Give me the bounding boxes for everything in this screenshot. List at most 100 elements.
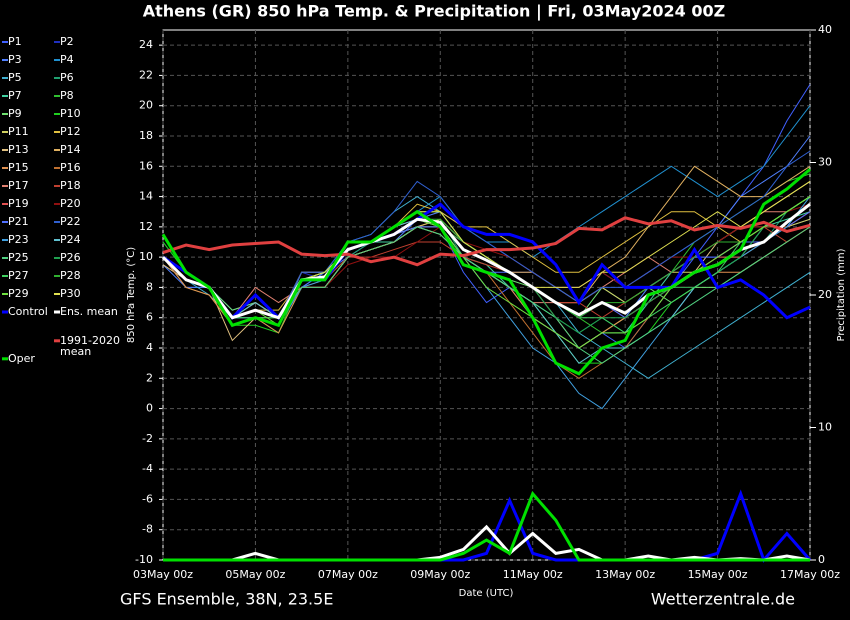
legend-item: P7	[8, 90, 22, 102]
legend-item: P8	[60, 90, 74, 101]
x-axis-label: Date (UTC)	[459, 588, 514, 599]
legend-label: P13	[8, 144, 29, 156]
x-tick-label: 03May 00z	[133, 568, 193, 581]
legend-item: P27	[8, 270, 29, 282]
temp-line	[162, 211, 811, 379]
legend-label: P26	[60, 252, 81, 264]
legend-label: P15	[8, 162, 29, 174]
y-tick-label: 24	[139, 38, 153, 51]
legend-label: 1991-2020 mean	[60, 334, 120, 358]
chart-title: Athens (GR) 850 hPa Temp. & Precipitatio…	[143, 2, 726, 22]
legend-item: P14	[60, 144, 81, 156]
legend-label: P9	[8, 108, 22, 120]
legend-item: P12	[60, 126, 81, 138]
legend-label: P1	[8, 36, 22, 48]
y-tick-label: -8	[142, 523, 153, 536]
legend-item: Ens. mean	[60, 306, 118, 318]
y-tick-label: 10	[139, 250, 153, 263]
legend-item: P24	[60, 234, 81, 245]
y2-tick-label: 30	[818, 156, 832, 169]
legend-label: Oper	[8, 352, 35, 365]
legend-label: Ens. mean	[60, 306, 118, 318]
legend-label: P20	[60, 198, 81, 210]
y-tick-label: 20	[139, 99, 153, 112]
legend-item: P26	[60, 252, 81, 264]
legend-item: P15	[8, 162, 29, 174]
legend-item: P25	[8, 252, 29, 263]
legend-label: P16	[60, 162, 81, 174]
legend-item: P9	[8, 108, 22, 120]
precip-line	[163, 524, 811, 562]
x-tick-label: 05May 00z	[225, 568, 285, 581]
legend-item: Oper	[8, 352, 35, 365]
legend-label: P27	[8, 270, 29, 282]
temp-line	[162, 105, 811, 319]
x-tick-label: 17May 00z	[780, 568, 840, 581]
temp-line	[162, 216, 811, 267]
legend-item: P18	[60, 180, 81, 192]
legend-item: P10	[60, 108, 81, 120]
y-tick-label: 18	[139, 129, 153, 142]
legend-item: P6	[60, 72, 74, 83]
y2-tick-label: 20	[818, 288, 832, 301]
legend-item: P13	[8, 144, 29, 156]
temp-line	[162, 196, 811, 349]
temp-line	[162, 173, 811, 334]
legend-item: P28	[60, 270, 81, 281]
y2-tick-label: 40	[818, 23, 832, 36]
y-tick-label: 4	[146, 341, 153, 354]
temp-line	[162, 135, 811, 326]
legend-item: P19	[8, 198, 29, 210]
legend-label: P17	[8, 180, 29, 192]
legend-label: P7	[8, 90, 22, 102]
legend-label: P3	[8, 54, 22, 66]
legend-label: P18	[60, 180, 81, 192]
legend-item: P17	[8, 180, 29, 192]
y-tick-label: -6	[142, 492, 153, 505]
plot-frame	[162, 29, 811, 561]
legend-label: P2	[60, 36, 74, 48]
y-axis-label: 850 hPa Temp. (°C)	[126, 247, 137, 343]
legend-label: P14	[60, 144, 81, 156]
legend-item: P23	[8, 234, 29, 245]
legend-item: P21	[8, 216, 29, 228]
temp-line	[161, 168, 811, 376]
y-tick-label: 6	[146, 311, 153, 324]
y-tick-label: 12	[139, 220, 153, 233]
legend-item: P3	[8, 54, 22, 66]
x-tick-label: 07May 00z	[318, 568, 378, 581]
footer-right: Wetterzentrale.de	[651, 590, 795, 609]
y-tick-label: 16	[139, 159, 153, 172]
legend-label: P12	[60, 126, 81, 138]
y2-tick-label: 0	[818, 553, 825, 566]
x-tick-label: 13May 00z	[595, 568, 655, 581]
legend-label: P4	[60, 54, 74, 66]
footer-left: GFS Ensemble, 38N, 23.5E	[120, 590, 333, 609]
x-tick-label: 11May 00z	[503, 568, 563, 581]
legend-item: P1	[8, 36, 22, 48]
x-tick-label: 09May 00z	[410, 568, 470, 581]
temp-line	[162, 202, 811, 321]
legend-label: P10	[60, 108, 81, 120]
legend-label: P22	[60, 216, 81, 228]
legend-item: P5	[8, 72, 22, 83]
y-tick-label: 22	[139, 68, 153, 81]
y-tick-label: 2	[146, 371, 153, 384]
y-tick-label: 0	[146, 402, 153, 415]
y-tick-label: 14	[139, 190, 153, 203]
legend-label: Control	[8, 306, 48, 318]
x-tick-label: 15May 00z	[688, 568, 748, 581]
precip-line	[163, 490, 810, 562]
legend-item: P4	[60, 54, 74, 66]
legend-label: P11	[8, 126, 29, 138]
legend-label: P21	[8, 216, 29, 228]
legend-item: P11	[8, 126, 29, 138]
legend-item: P16	[60, 162, 81, 174]
legend-label: P19	[8, 198, 29, 210]
legend-item: P22	[60, 216, 81, 228]
legend-item: P20	[60, 198, 81, 210]
legend-item: P30	[60, 288, 81, 299]
legend-item: P2	[60, 36, 74, 48]
legend-item: P29	[8, 288, 29, 299]
